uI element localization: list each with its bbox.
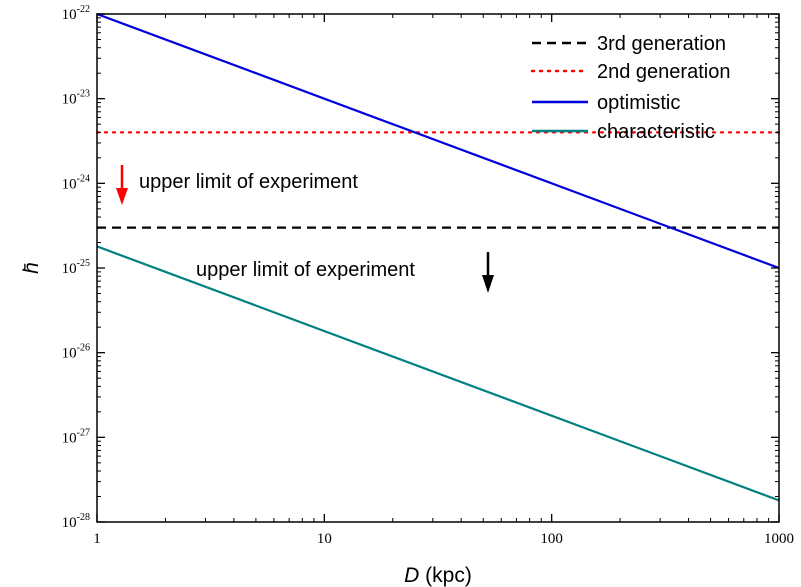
series-layer [95, 12, 781, 502]
legend-label-characteristic: characteristic [597, 121, 715, 143]
series-line-characteristic [96, 245, 780, 502]
down-arrow-icon-red [116, 188, 128, 205]
down-arrow-icon-black [482, 275, 494, 293]
x-axis-unit: (kpc) [425, 564, 472, 587]
legend-label-3rd-generation: 3rd generation [597, 33, 726, 55]
x-axis-variable: D [404, 564, 419, 587]
x-tick-label: 100 [540, 531, 563, 547]
x-tick-label: 10 [317, 531, 332, 547]
legend: 3rd generation 2nd generation optimistic… [530, 33, 730, 143]
annotation-3rd-generation-limit: upper limit of experiment [196, 252, 494, 293]
annotation-text-red: upper limit of experiment [139, 171, 358, 193]
x-axis-label: D (kpc) [404, 564, 472, 587]
series-line-optimistic [96, 12, 780, 270]
annotation-text-black: upper limit of experiment [196, 259, 415, 281]
x-tick-label: 1000 [764, 531, 794, 547]
legend-label-2nd-generation: 2nd generation [597, 61, 730, 83]
legend-label-optimistic: optimistic [597, 92, 680, 114]
annotation-2nd-generation-limit: upper limit of experiment [116, 165, 358, 205]
y-axis-label: h̄ [20, 262, 43, 274]
x-tick-label: 1 [93, 531, 101, 547]
